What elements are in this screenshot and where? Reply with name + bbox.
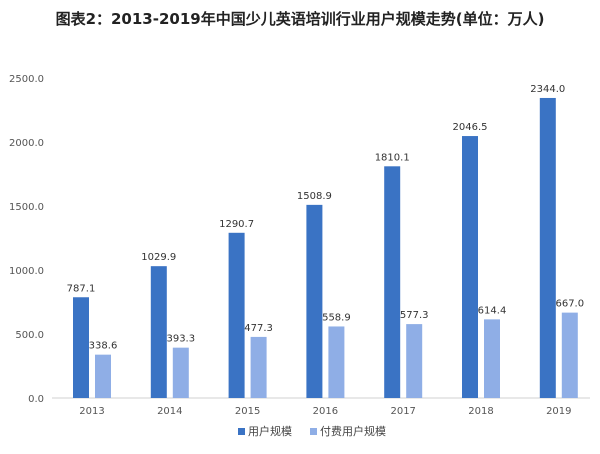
legend-label: 用户规模	[248, 424, 292, 438]
data-label: 577.3	[400, 310, 429, 321]
data-label: 1290.7	[219, 219, 254, 230]
data-label: 558.9	[322, 312, 351, 323]
data-label: 1029.9	[141, 252, 176, 263]
x-tick-label: 2019	[546, 406, 571, 417]
bar-paid-users	[95, 354, 111, 398]
data-label: 1508.9	[297, 191, 332, 202]
bar-paid-users	[172, 347, 189, 398]
bar-paid-users	[250, 336, 267, 398]
bar-users	[539, 97, 556, 398]
legend-label: 付费用户规模	[320, 424, 386, 438]
chart-title: 图表2：2013-2019年中国少儿英语培训行业用户规模走势(单位：万人)	[55, 10, 545, 28]
bar-users	[73, 297, 89, 398]
y-tick-label: 2000.0	[9, 138, 44, 149]
data-label: 393.3	[166, 334, 195, 345]
x-tick-label: 2017	[390, 406, 415, 417]
bar-paid-users	[561, 312, 578, 398]
bar-paid-users	[328, 326, 345, 398]
data-label: 787.1	[67, 283, 96, 294]
bar-users	[384, 166, 401, 398]
bar-paid-users	[484, 319, 500, 398]
x-tick-label: 2016	[313, 406, 338, 417]
data-label: 2344.0	[530, 84, 565, 95]
x-tick-label: 2018	[468, 406, 493, 417]
data-label: 667.0	[555, 299, 584, 310]
legend-swatch	[310, 428, 317, 435]
y-tick-label: 2500.0	[9, 74, 44, 85]
data-label: 614.4	[478, 305, 507, 316]
y-tick-label: 500.0	[15, 330, 44, 341]
x-tick-label: 2013	[79, 406, 104, 417]
y-tick-label: 1500.0	[9, 202, 44, 213]
y-tick-label: 1000.0	[9, 266, 44, 277]
data-label: 1810.1	[375, 152, 410, 163]
data-label: 477.3	[244, 323, 273, 334]
x-tick-label: 2014	[157, 406, 182, 417]
bar-users	[462, 136, 478, 398]
bar-paid-users	[406, 324, 423, 398]
y-tick-label: 0.0	[28, 394, 44, 405]
data-label: 338.6	[89, 341, 118, 352]
data-label: 2046.5	[453, 122, 488, 133]
bar-users	[306, 204, 323, 398]
bar-users	[150, 266, 167, 398]
legend-swatch	[238, 428, 245, 435]
bar-users	[228, 232, 245, 398]
x-tick-label: 2015	[235, 406, 260, 417]
